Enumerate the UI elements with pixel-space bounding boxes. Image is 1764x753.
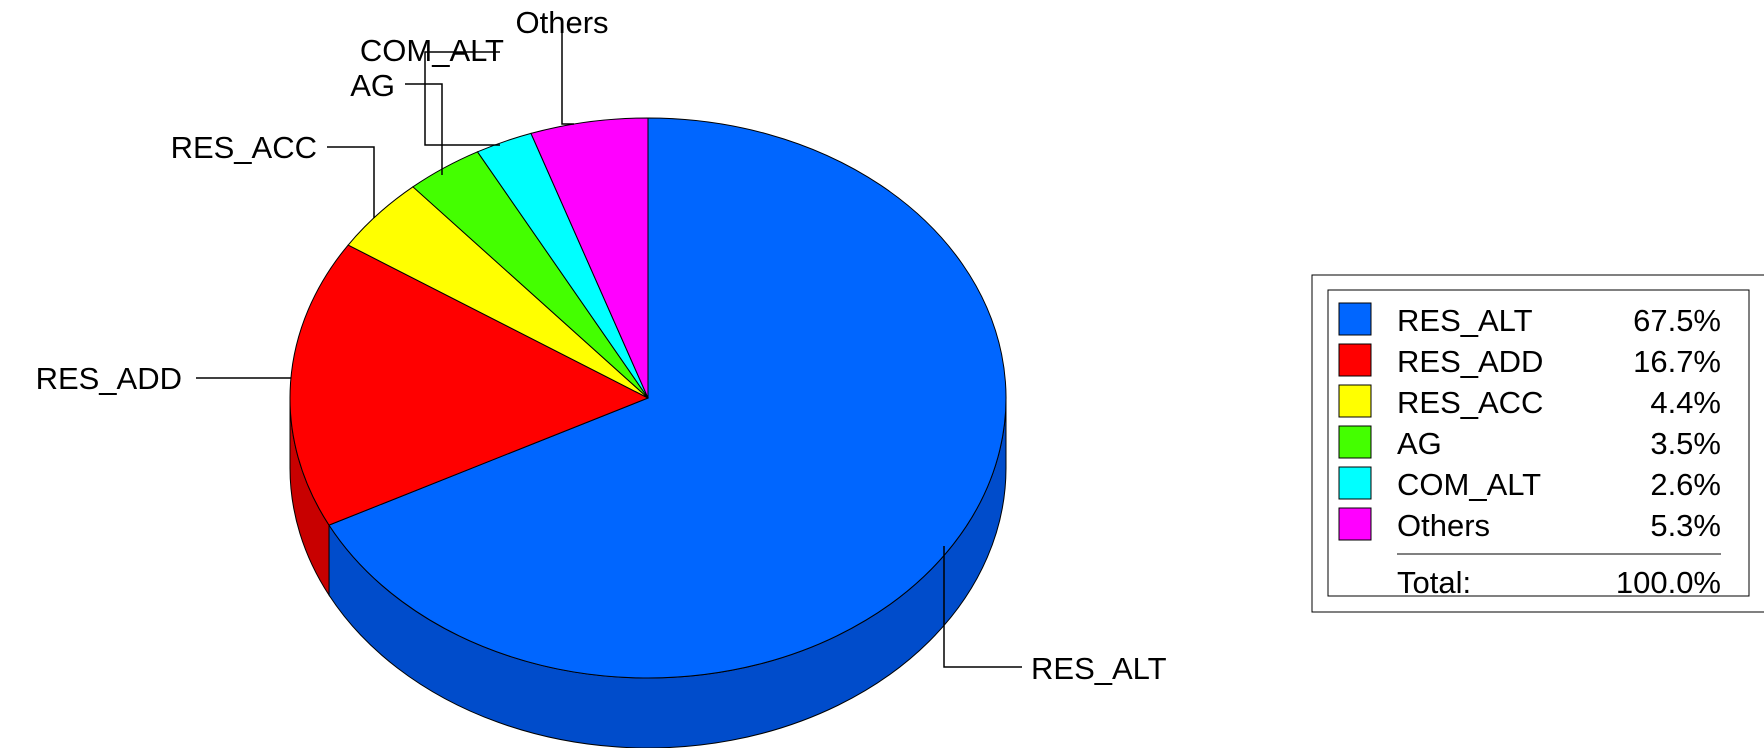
legend-frame-inner xyxy=(1327,289,1750,597)
legend-frame-outer xyxy=(1311,274,1764,613)
legend-swatch-res-add xyxy=(1338,343,1372,377)
slice-label-res-acc: RES_ACC xyxy=(171,130,317,165)
legend-swatch-com-alt xyxy=(1338,466,1372,500)
legend-value-res-alt: 67.5% xyxy=(1633,303,1721,338)
legend-label-ag: AG xyxy=(1397,426,1442,461)
legend-label-res-acc: RES_ACC xyxy=(1397,385,1543,420)
slice-label-res-alt: RES_ALT xyxy=(1031,651,1167,686)
legend-total-label: Total: xyxy=(1397,565,1471,600)
legend-swatch-res-alt xyxy=(1338,302,1372,336)
legend-swatch-ag xyxy=(1338,425,1372,459)
pie-top-slices xyxy=(289,117,1007,679)
legend-value-others: 5.3% xyxy=(1650,508,1721,543)
legend-label-com-alt: COM_ALT xyxy=(1397,467,1541,502)
leader-line-ag xyxy=(405,83,443,175)
pie-slice-others xyxy=(530,117,649,399)
legend: RES_ALT 67.5% RES_ADD 16.7% RES_ACC 4.4% AG 3.5… xyxy=(1311,274,1764,613)
slice-label-res-add: RES_ADD xyxy=(36,361,182,396)
pie-slice-res-add xyxy=(289,244,650,526)
pie-slice-res-alt xyxy=(328,117,1007,679)
legend-value-ag: 3.5% xyxy=(1650,426,1721,461)
slice-label-others: Others xyxy=(515,5,608,40)
legend-value-res-add: 16.7% xyxy=(1633,344,1721,379)
legend-value-res-acc: 4.4% xyxy=(1650,385,1721,420)
leader-line-others xyxy=(561,31,574,125)
legend-total-value: 100.0% xyxy=(1616,565,1721,600)
legend-swatch-res-acc xyxy=(1338,384,1372,418)
slice-label-com-alt: COM_ALT xyxy=(360,33,504,68)
legend-rows: RES_ALT 67.5% RES_ADD 16.7% RES_ACC 4.4% AG 3.5… xyxy=(1338,302,1721,543)
leader-line-com-alt xyxy=(424,51,500,146)
legend-label-res-add: RES_ADD xyxy=(1397,344,1543,379)
legend-swatch-others xyxy=(1338,507,1372,541)
legend-label-res-alt: RES_ALT xyxy=(1397,303,1533,338)
leader-line-res-acc xyxy=(327,146,375,218)
legend-value-com-alt: 2.6% xyxy=(1650,467,1721,502)
legend-label-others: Others xyxy=(1397,508,1490,543)
slice-label-ag: AG xyxy=(350,68,395,103)
leader-line-res-alt xyxy=(943,546,1022,668)
